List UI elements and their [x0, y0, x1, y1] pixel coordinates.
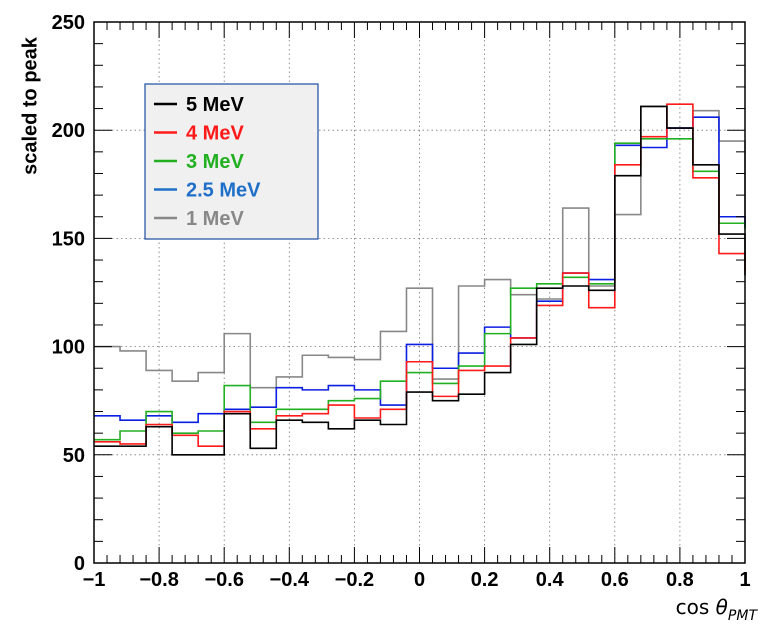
legend-label-2-5-mev: 2.5 MeV — [186, 180, 261, 202]
x-tick-label: 1 — [739, 569, 750, 591]
x-axis-title-prefix: cos — [676, 595, 716, 619]
x-tick-label: −0.8 — [139, 569, 178, 591]
legend-label-3-mev: 3 MeV — [186, 151, 244, 173]
x-tick-label: −0.4 — [270, 569, 310, 591]
x-tick-label: 0.2 — [471, 569, 499, 591]
x-tick-label: −1 — [83, 569, 106, 591]
legend-label-4-mev: 4 MeV — [186, 123, 244, 145]
y-tick-label: 0 — [74, 553, 85, 575]
y-tick-label: 150 — [52, 228, 85, 250]
legend: 5 MeV 4 MeV 3 MeV 2.5 MeV 1 MeV — [144, 83, 319, 240]
y-tick-label: 200 — [52, 120, 85, 142]
y-tick-label: 50 — [63, 445, 85, 467]
axis-ticks — [93, 21, 746, 564]
x-tick-label: 0.4 — [536, 569, 565, 591]
x-axis-title: cos θPMT — [676, 595, 759, 624]
y-tick-label: 100 — [52, 337, 85, 359]
y-tick-labels: 0 50 100 150 200 250 — [52, 12, 85, 575]
x-axis-title-theta: θ — [716, 595, 728, 619]
series-line-5-mev — [94, 105, 746, 456]
x-tick-label: −0.2 — [335, 569, 374, 591]
x-tick-label: −0.6 — [204, 569, 243, 591]
x-tick-labels: −1 −0.8 −0.6 −0.4 −0.2 0 0.2 0.4 0.6 0.8 1 — [83, 569, 751, 591]
series-layer — [94, 103, 746, 456]
x-tick-label: 0 — [414, 569, 425, 591]
y-tick-label: 250 — [52, 12, 85, 34]
legend-label-5-mev: 5 MeV — [186, 94, 244, 116]
x-tick-label: 0.8 — [666, 569, 694, 591]
x-axis-title-subscript: PMT — [728, 608, 759, 624]
y-axis-title: scaled to peak — [19, 36, 41, 175]
x-tick-label: 0.6 — [601, 569, 629, 591]
legend-label-1-mev: 1 MeV — [186, 208, 244, 230]
